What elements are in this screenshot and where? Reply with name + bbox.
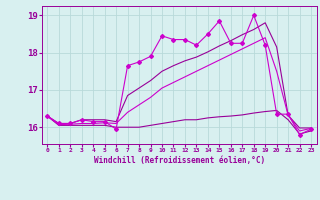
X-axis label: Windchill (Refroidissement éolien,°C): Windchill (Refroidissement éolien,°C) — [94, 156, 265, 165]
